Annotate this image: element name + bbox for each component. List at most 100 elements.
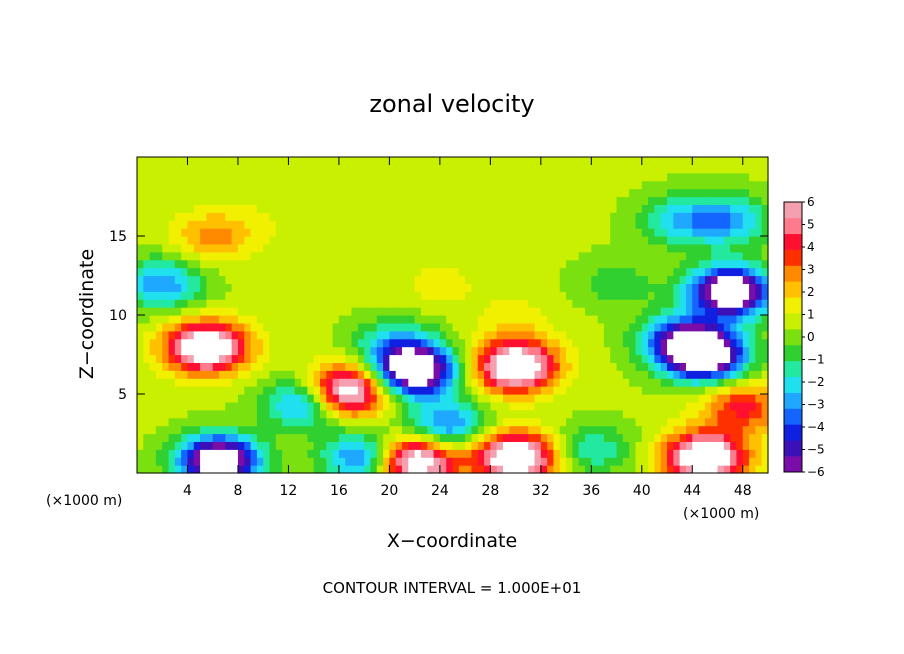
heatmap-cell bbox=[294, 401, 302, 411]
heatmap-cell bbox=[660, 212, 668, 221]
heatmap-cell bbox=[237, 370, 245, 379]
heatmap-cell bbox=[200, 338, 208, 348]
heatmap-cell bbox=[345, 228, 353, 237]
heatmap-cell bbox=[704, 283, 712, 292]
heatmap-cell bbox=[193, 449, 201, 458]
heatmap-cell bbox=[496, 401, 504, 411]
heatmap-cell bbox=[723, 243, 731, 253]
heatmap-cell bbox=[345, 362, 353, 371]
heatmap-cell bbox=[679, 417, 687, 427]
heatmap-cell bbox=[383, 259, 390, 269]
heatmap-cell bbox=[515, 362, 523, 371]
heatmap-cell bbox=[345, 394, 353, 403]
heatmap-cell bbox=[137, 394, 144, 403]
heatmap-cell bbox=[660, 307, 668, 316]
heatmap-cell bbox=[477, 457, 485, 466]
heatmap-cell bbox=[338, 417, 346, 427]
heatmap-cell bbox=[301, 275, 308, 284]
heatmap-cell bbox=[654, 441, 662, 450]
heatmap-cell bbox=[402, 457, 409, 466]
heatmap-cell bbox=[641, 330, 649, 340]
heatmap-cell bbox=[389, 409, 397, 419]
heatmap-cell bbox=[692, 330, 700, 340]
heatmap-cell bbox=[439, 409, 447, 419]
x-tick-label: 32 bbox=[532, 483, 550, 499]
heatmap-cell bbox=[521, 322, 529, 332]
heatmap-cell bbox=[591, 243, 599, 253]
heatmap-cell bbox=[679, 172, 687, 182]
heatmap-cell bbox=[742, 465, 750, 474]
heatmap-cell bbox=[231, 204, 239, 213]
heatmap-cell bbox=[528, 243, 536, 253]
heatmap-cell bbox=[351, 354, 359, 363]
heatmap-cell bbox=[332, 386, 340, 395]
heatmap-cell bbox=[648, 180, 656, 190]
heatmap-cell bbox=[408, 236, 416, 245]
heatmap-cell bbox=[490, 386, 498, 395]
heatmap-cell bbox=[212, 243, 220, 253]
heatmap-cell bbox=[357, 236, 365, 245]
heatmap-cell bbox=[471, 236, 479, 245]
heatmap-cell bbox=[288, 196, 296, 205]
heatmap-cell bbox=[370, 449, 378, 458]
heatmap-cell bbox=[427, 299, 435, 308]
heatmap-cell bbox=[572, 243, 580, 253]
heatmap-cell bbox=[704, 401, 712, 411]
heatmap-cell bbox=[212, 425, 220, 435]
heatmap-cell bbox=[496, 299, 504, 308]
heatmap-cell bbox=[181, 236, 189, 245]
heatmap-cell bbox=[465, 401, 473, 411]
heatmap-cell bbox=[402, 386, 409, 395]
heatmap-cell bbox=[332, 457, 340, 466]
heatmap-cell bbox=[168, 196, 176, 205]
heatmap-cell bbox=[635, 243, 643, 253]
heatmap-cell bbox=[502, 330, 510, 340]
heatmap-cell bbox=[395, 409, 403, 419]
heatmap-cell bbox=[496, 251, 504, 261]
heatmap-cell bbox=[698, 275, 706, 284]
heatmap-cell bbox=[730, 354, 738, 363]
heatmap-cell bbox=[408, 394, 416, 403]
heatmap-cell bbox=[755, 338, 763, 348]
heatmap-cell bbox=[414, 228, 422, 237]
heatmap-cell bbox=[622, 291, 630, 300]
heatmap-cell bbox=[553, 315, 561, 324]
heatmap-cell bbox=[730, 465, 738, 474]
heatmap-cell bbox=[383, 204, 390, 213]
heatmap-cell bbox=[711, 378, 719, 387]
heatmap-cell bbox=[540, 307, 548, 316]
heatmap-cell bbox=[275, 212, 283, 221]
heatmap-cell bbox=[446, 275, 454, 284]
heatmap-cell bbox=[736, 164, 744, 174]
heatmap-cell bbox=[219, 346, 226, 356]
heatmap-cell bbox=[294, 433, 302, 442]
heatmap-cell bbox=[547, 180, 555, 190]
heatmap-cell bbox=[288, 457, 296, 466]
heatmap-cell bbox=[206, 425, 214, 435]
heatmap-cell bbox=[521, 220, 529, 229]
heatmap-cell bbox=[244, 188, 252, 198]
heatmap-cell bbox=[515, 322, 523, 332]
heatmap-cell bbox=[452, 251, 460, 261]
heatmap-cell bbox=[332, 354, 340, 363]
heatmap-cell bbox=[181, 228, 189, 237]
heatmap-cell bbox=[332, 291, 340, 300]
heatmap-cell bbox=[237, 409, 245, 419]
heatmap-cell bbox=[484, 346, 491, 356]
heatmap-cell bbox=[364, 243, 372, 253]
heatmap-cell bbox=[155, 251, 163, 261]
heatmap-cell bbox=[402, 188, 409, 198]
heatmap-cell bbox=[755, 275, 763, 284]
heatmap-cell bbox=[502, 441, 510, 450]
heatmap-cell bbox=[559, 212, 567, 221]
heatmap-cell bbox=[679, 243, 687, 253]
heatmap-cell bbox=[231, 188, 239, 198]
heatmap-cell bbox=[420, 172, 428, 182]
heatmap-cell bbox=[742, 322, 750, 332]
heatmap-cell bbox=[357, 409, 365, 419]
heatmap-cell bbox=[357, 322, 365, 332]
heatmap-cell bbox=[667, 283, 674, 292]
heatmap-cell bbox=[572, 441, 580, 450]
heatmap-cell bbox=[528, 212, 536, 221]
heatmap-cell bbox=[383, 354, 390, 363]
